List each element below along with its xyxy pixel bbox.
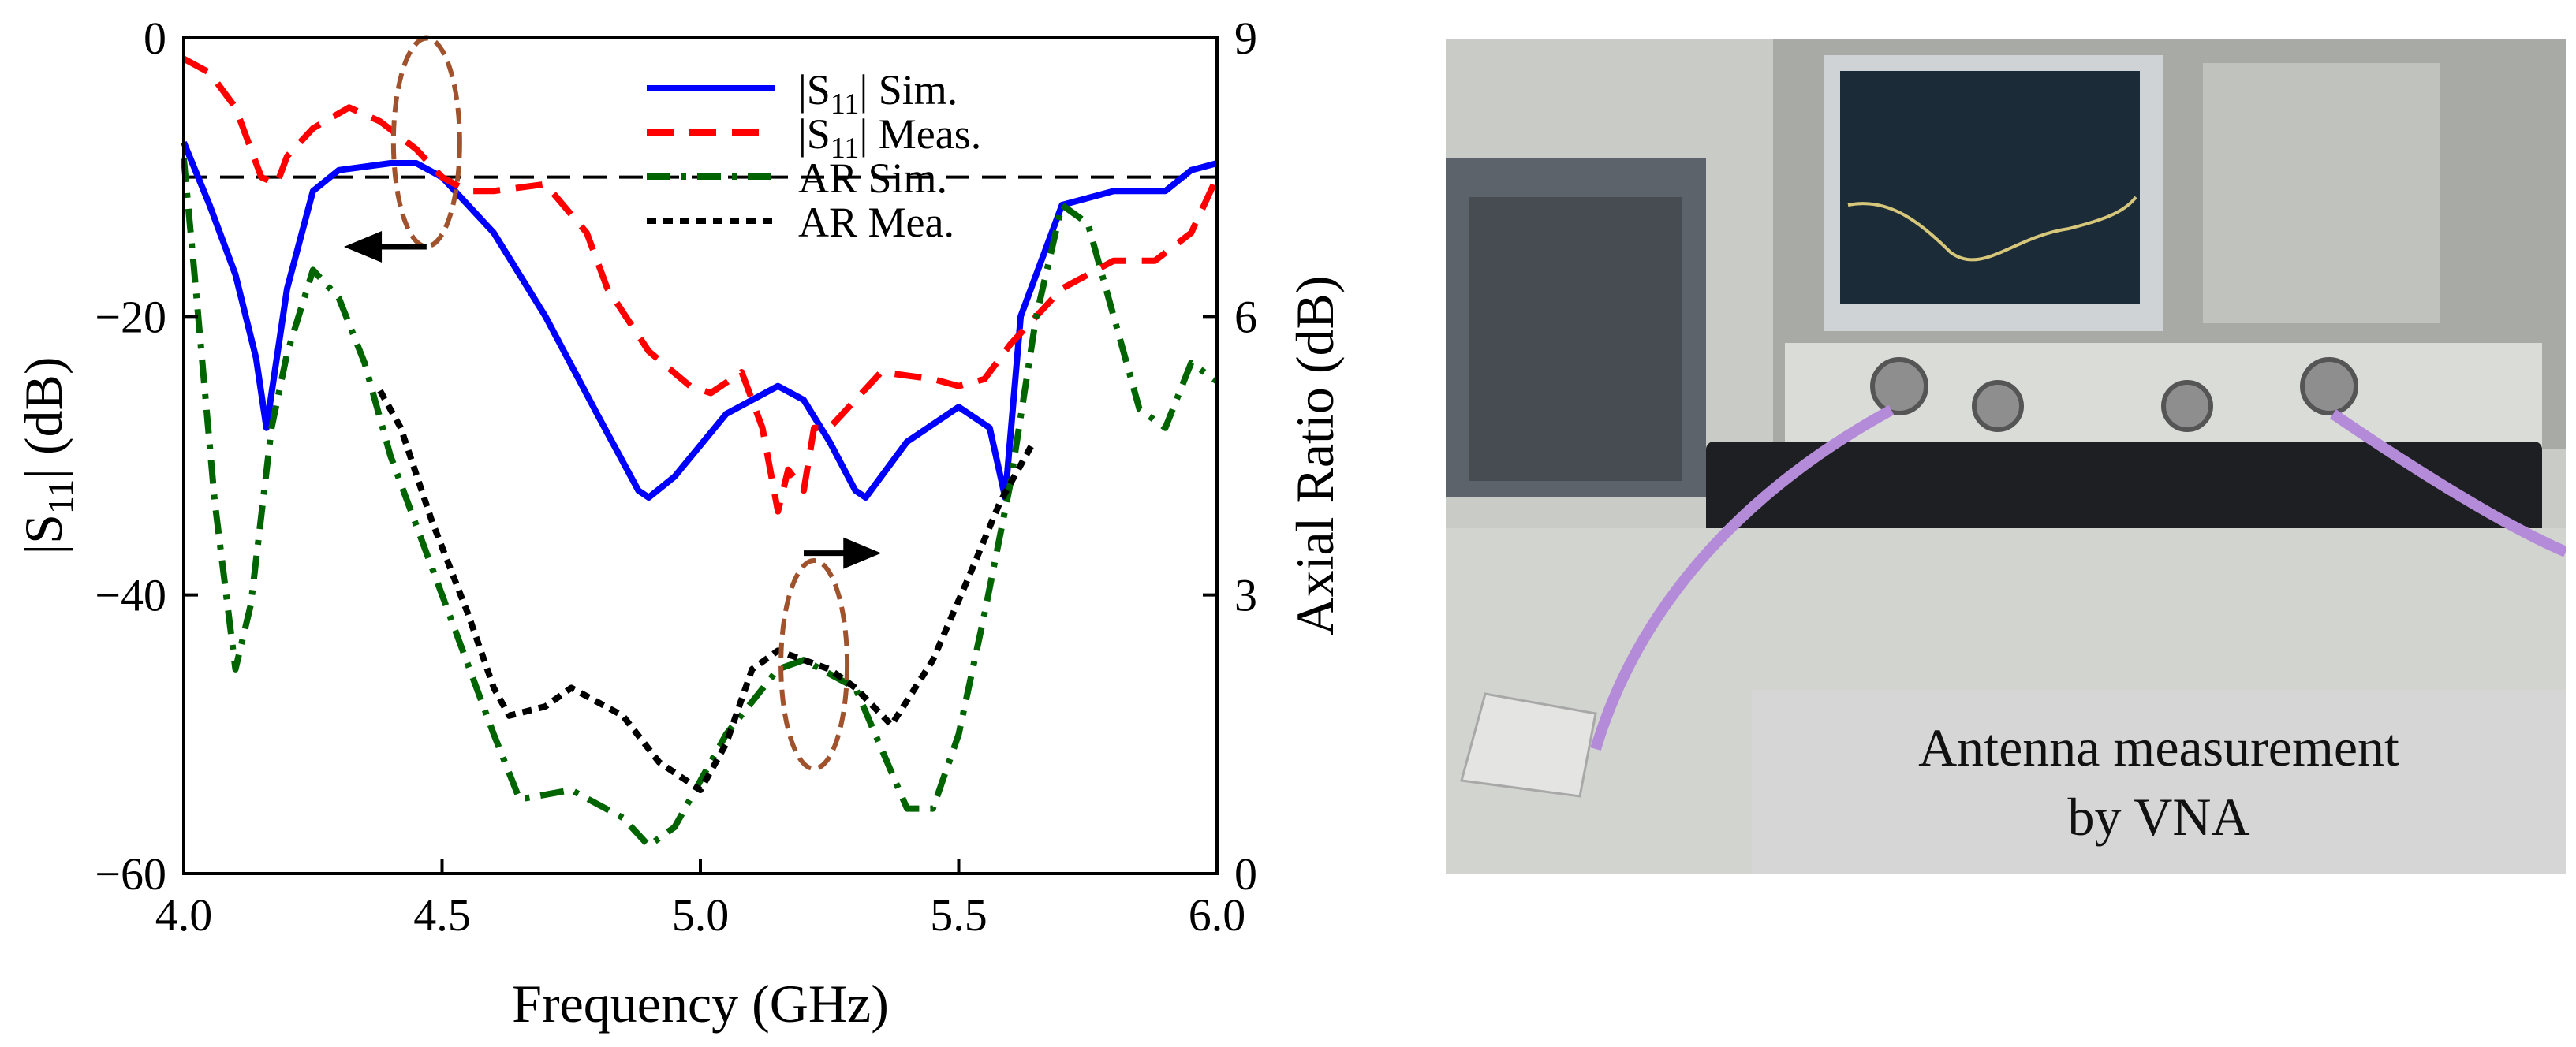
x-tick-label-0: 4.0 bbox=[155, 889, 213, 941]
vna-screen bbox=[1840, 71, 2140, 304]
y-axis-label-left: |S11| (dB) bbox=[13, 357, 80, 555]
vna-trace bbox=[1847, 196, 2137, 262]
rf-cable-left bbox=[1590, 404, 1895, 751]
legend: |S11| Sim.|S11| Meas.AR Sim.AR Mea. bbox=[647, 66, 981, 246]
plot-frame bbox=[182, 36, 1219, 875]
x-tick-label-2: 5.0 bbox=[672, 889, 730, 941]
y-left-tick-label-2: −40 bbox=[95, 570, 166, 621]
left-shelf-front bbox=[1469, 197, 1682, 481]
keyboard bbox=[1706, 442, 2542, 544]
x-tick-label-4: 6.0 bbox=[1189, 889, 1246, 941]
vna-photo: Antenna measurement by VNA bbox=[1446, 39, 2566, 874]
series-layer bbox=[181, 55, 1220, 849]
rf-cable-right bbox=[2330, 409, 2566, 557]
vna-keypad bbox=[2203, 63, 2440, 323]
series-line-2 bbox=[181, 158, 1219, 849]
x-axis-label: Frequency (GHz) bbox=[512, 974, 889, 1034]
annotation-ellipse-0 bbox=[390, 35, 462, 249]
port-2 bbox=[1972, 380, 2024, 432]
port-3 bbox=[2161, 380, 2213, 432]
y-left-tick-label-3: −60 bbox=[95, 848, 166, 900]
y-right-tick-label-3: 0 bbox=[1234, 848, 1257, 900]
series-line-3 bbox=[377, 389, 1034, 793]
x-tick-label-3: 5.5 bbox=[930, 889, 987, 941]
caption-line-1: Antenna measurement bbox=[1918, 717, 2399, 777]
y-right-tick-label-1: 6 bbox=[1234, 291, 1257, 342]
photo-caption: Antenna measurement by VNA bbox=[1752, 690, 2566, 874]
annotation-arrowhead-2 bbox=[344, 231, 383, 263]
caption-line-2: by VNA bbox=[2067, 786, 2250, 847]
y-axis-label-right: Axial Ratio (dB) bbox=[1285, 275, 1345, 635]
legend-label-1: |S11| Meas. bbox=[798, 110, 981, 165]
x-tick-label-1: 4.5 bbox=[413, 889, 471, 941]
legend-label-0: |S11| Sim. bbox=[798, 66, 958, 121]
annotation-arrowhead-3 bbox=[843, 537, 882, 569]
y-right-tick-label-2: 3 bbox=[1234, 570, 1257, 621]
y-left-tick-label-0: 0 bbox=[144, 13, 166, 64]
y-left-tick-label-1: −20 bbox=[95, 291, 166, 342]
port-1 bbox=[1870, 357, 1928, 415]
antenna-board bbox=[1460, 692, 1597, 798]
legend-label-3: AR Mea. bbox=[798, 199, 954, 246]
legend-label-2: AR Sim. bbox=[798, 155, 947, 202]
series-line-0 bbox=[181, 140, 1219, 501]
series-line-1 bbox=[182, 55, 1220, 515]
annotation-ellipse-1 bbox=[778, 558, 850, 771]
port-4 bbox=[2300, 357, 2358, 415]
y-right-tick-label-0: 9 bbox=[1234, 13, 1257, 64]
